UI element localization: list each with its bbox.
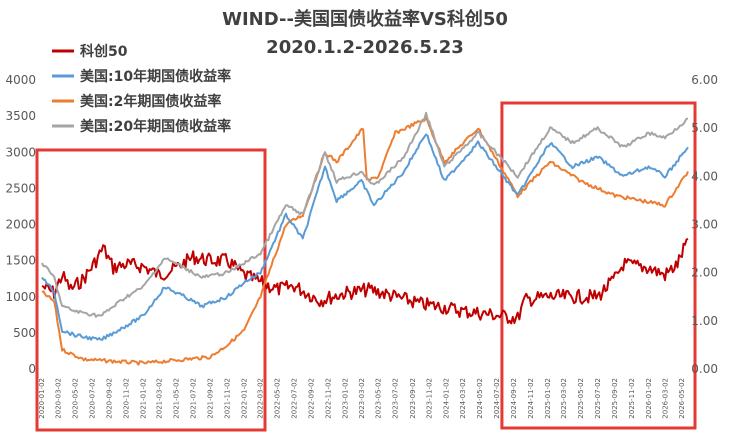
series-layer	[41, 111, 689, 366]
x-axis-tick-label: 2025-09-02	[611, 378, 619, 419]
x-axis-tick-label: 2022-09-02	[308, 378, 316, 419]
x-axis-tick-label: 2022-07-02	[291, 378, 299, 419]
x-axis-tick-label: 2025-05-02	[577, 378, 585, 419]
series-line-0	[41, 237, 689, 325]
x-axis-tick-label: 2021-07-02	[189, 378, 197, 419]
x-axis-tick-label: 2023-11-02	[426, 378, 434, 419]
x-axis-tick-label: 2023-07-02	[392, 378, 400, 419]
x-axis-tick-label: 2020-05-02	[72, 378, 80, 419]
highlight-box-1	[500, 101, 697, 430]
x-axis-tick-label: 2026-03-02	[661, 378, 669, 419]
highlight-box-0	[35, 148, 267, 432]
x-axis-tick-label: 2023-09-02	[409, 378, 417, 419]
x-axis: 2020-01-02 2020-03-02 2020-05-02 2020-07-02…	[38, 378, 686, 419]
series-line-3	[41, 111, 689, 318]
x-axis-tick-label: 2024-05-02	[476, 378, 484, 419]
left-axis-tick-label: 1500	[5, 254, 36, 268]
right-axis-tick-label: 6.00	[691, 73, 718, 87]
series-line-2	[41, 116, 689, 366]
left-axis-tick-label: 2500	[5, 181, 36, 195]
x-axis-tick-label: 2025-01-02	[544, 378, 552, 419]
x-axis-tick-label: 2020-09-02	[106, 378, 114, 419]
x-axis-tick-label: 2021-11-02	[224, 378, 232, 419]
chart-subtitle: 2020.1.2-2026.5.23	[266, 37, 464, 58]
x-axis-tick-label: 2021-05-02	[173, 378, 181, 419]
x-axis-tick-label: 2022-11-02	[325, 378, 333, 419]
x-axis-tick-label: 2022-05-02	[274, 378, 282, 419]
x-axis-tick-label: 2022-03-02	[257, 378, 265, 419]
legend-label: 科创50	[80, 43, 128, 60]
x-axis-tick-label: 2023-05-02	[375, 378, 383, 419]
x-axis-tick-label: 2025-07-02	[594, 378, 602, 419]
legend-label: 美国:10年期国债收益率	[80, 68, 231, 85]
right-axis-tick-label: 0.00	[691, 362, 718, 376]
right-axis-tick-label: 1.00	[691, 314, 718, 328]
right-axis-tick-label: 3.00	[691, 218, 718, 232]
right-axis-tick-label: 5.00	[691, 121, 718, 135]
left-axis-tick-label: 3500	[5, 109, 36, 123]
x-axis-tick-label: 2024-11-02	[527, 378, 535, 419]
highlight-boxes	[35, 101, 697, 432]
x-axis-tick-label: 2020-03-02	[55, 378, 63, 419]
x-axis-tick-label: 2024-09-02	[510, 378, 518, 419]
x-axis-tick-label: 2020-01-02	[38, 378, 46, 419]
x-axis-tick-label: 2020-11-02	[122, 378, 130, 419]
x-axis-tick-label: 2024-03-02	[459, 378, 467, 419]
legend-label: 美国:20年期国债收益率	[80, 118, 231, 135]
x-axis-tick-label: 2022-01-02	[240, 378, 248, 419]
x-axis-tick-label: 2025-11-02	[628, 378, 636, 419]
x-axis-tick-label: 2023-01-02	[341, 378, 349, 419]
right-axis-tick-label: 4.00	[691, 169, 718, 183]
legend-label: 美国:2年期国债收益率	[80, 93, 221, 110]
x-axis-tick-label: 2024-07-02	[493, 378, 501, 419]
x-axis-tick-label: 2026-05-02	[678, 378, 686, 419]
x-axis-tick-label: 2021-09-02	[207, 378, 215, 419]
x-axis-tick-label: 2020-07-02	[88, 378, 96, 419]
x-axis-tick-label: 2026-01-02	[645, 378, 653, 419]
left-axis: 0 500 1000 1500 2000 2500 3000 3500 4000	[5, 73, 36, 376]
x-axis-tick-label: 2025-03-02	[560, 378, 568, 419]
series-line-1	[41, 133, 689, 341]
x-axis-tick-label: 2021-03-02	[156, 378, 164, 419]
left-axis-tick-label: 4000	[5, 73, 36, 87]
right-axis-tick-label: 2.00	[691, 266, 718, 280]
chart-title: WIND--美国国债收益率VS科创50	[222, 8, 508, 30]
left-axis-tick-label: 500	[13, 326, 36, 340]
left-axis-tick-label: 0	[28, 362, 36, 376]
left-axis-tick-label: 1000	[5, 290, 36, 304]
right-axis: 0.00 1.00 2.00 3.00 4.00 5.00 6.00	[691, 73, 718, 376]
x-axis-tick-label: 2023-03-02	[358, 378, 366, 419]
left-axis-tick-label: 3000	[5, 145, 36, 159]
left-axis-tick-label: 2000	[5, 218, 36, 232]
x-axis-tick-label: 2024-01-02	[443, 378, 451, 419]
x-axis-tick-label: 2021-01-02	[139, 378, 147, 419]
